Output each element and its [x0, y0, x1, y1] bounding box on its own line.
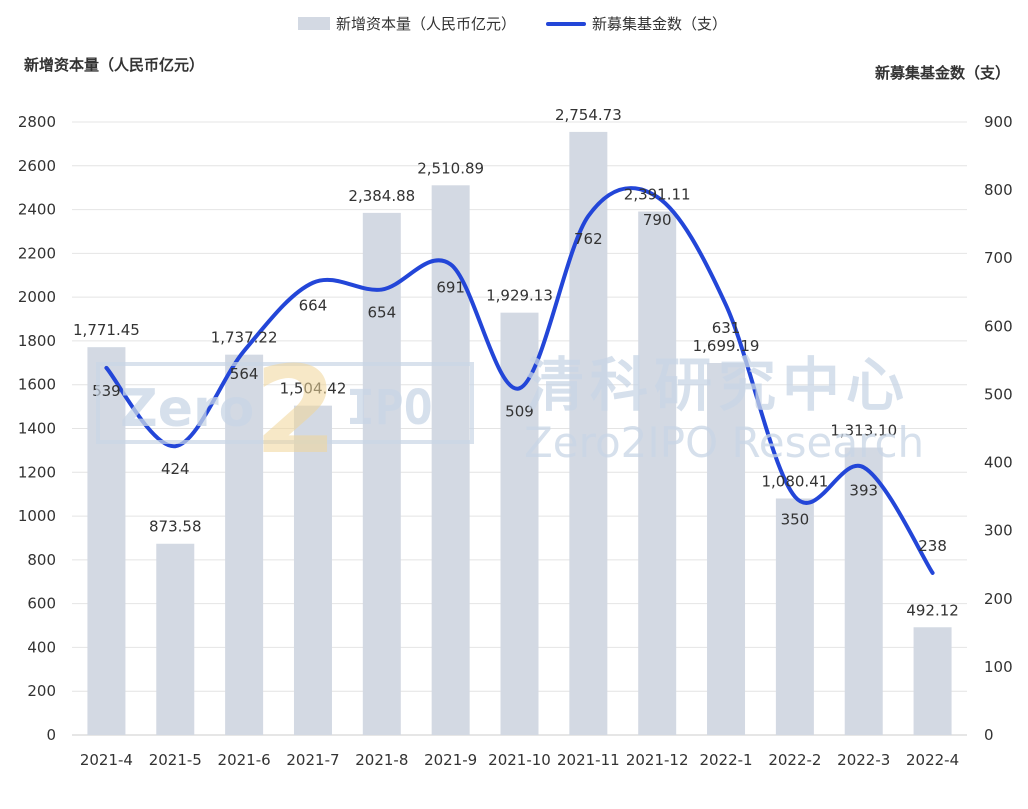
bar-data-label: 2,384.88: [348, 187, 415, 205]
bar: [225, 354, 264, 735]
x-tick-label: 2021-8: [355, 751, 408, 769]
line-data-label: 509: [505, 402, 534, 420]
bar: [775, 498, 814, 735]
x-tick-label: 2021-6: [218, 751, 271, 769]
bar: [569, 131, 608, 736]
legend-line-label: 新募集基金数（支）: [592, 15, 728, 33]
bar: [844, 447, 883, 735]
bar-data-label: 1,313.10: [830, 422, 897, 440]
bar: [156, 543, 195, 735]
bar: [293, 405, 332, 735]
x-tick-label: 2021-7: [286, 751, 339, 769]
y-tick-label-right: 800: [984, 181, 1013, 199]
line-data-label: 424: [161, 460, 190, 478]
bar-data-label: 1,929.13: [486, 287, 553, 305]
legend-bar-label: 新增资本量（人民币亿元）: [336, 15, 517, 33]
y-tick-label-left: 2200: [18, 244, 56, 262]
x-tick-label: 2022-2: [768, 751, 821, 769]
y-tick-label-right: 300: [984, 522, 1013, 540]
bar: [362, 212, 401, 736]
x-tick-label: 2021-9: [424, 751, 477, 769]
y-tick-label-left: 2400: [18, 201, 56, 219]
line-data-label: 238: [918, 537, 947, 555]
line-data-label: 762: [574, 230, 603, 248]
line-data-label: 631: [712, 319, 741, 337]
x-tick-label: 2021-4: [80, 751, 133, 769]
bar-data-label: 1,504.42: [280, 380, 347, 398]
legend-line-swatch: [546, 21, 587, 26]
legend-bar-swatch: [298, 17, 330, 30]
x-tick-label: 2021-10: [488, 751, 551, 769]
bar-data-label: 2,391.11: [624, 186, 691, 204]
y-axis-title-right: 新募集基金数（支）: [874, 64, 1010, 82]
y-tick-label-left: 0: [46, 726, 56, 744]
bar: [707, 362, 746, 735]
y-tick-label-left: 200: [27, 682, 56, 700]
y-tick-label-left: 2800: [18, 113, 56, 131]
x-tick-label: 2021-11: [557, 751, 620, 769]
y-tick-label-right: 0: [984, 726, 994, 744]
x-tick-label: 2022-4: [906, 751, 959, 769]
bar: [87, 347, 126, 735]
y-axis-title-left: 新增资本量（人民币亿元）: [24, 56, 205, 74]
y-tick-label-left: 1000: [18, 507, 56, 525]
chart-legend: 新增资本量（人民币亿元） 新募集基金数（支）: [298, 13, 757, 34]
bar-data-label: 1,771.45: [73, 321, 140, 339]
series-line-fund-count: [104, 186, 935, 575]
line-data-label: 393: [849, 481, 878, 499]
y-tick-label-left: 1400: [18, 420, 56, 438]
bar-data-label: 2,510.89: [417, 159, 484, 177]
line-data-label: 790: [643, 211, 672, 229]
y-tick-label-left: 1600: [18, 376, 56, 394]
y-tick-label-left: 2000: [18, 288, 56, 306]
bar: [500, 312, 539, 735]
bar-data-label: 1,699.19: [693, 337, 760, 355]
y-tick-label-right: 600: [984, 317, 1013, 335]
y-tick-label-left: 1800: [18, 332, 56, 350]
y-tick-label-right: 100: [984, 658, 1013, 676]
x-tick-label: 2022-3: [837, 751, 890, 769]
y-tick-label-left: 800: [27, 551, 56, 569]
bar-data-label: 492.12: [906, 601, 959, 619]
y-tick-label-left: 1200: [18, 463, 56, 481]
legend-item-bar: 新增资本量（人民币亿元）: [298, 13, 516, 34]
bar-data-label: 1,737.22: [211, 329, 278, 347]
x-tick-label: 2021-5: [149, 751, 202, 769]
line-data-label: 664: [299, 297, 328, 315]
line-data-label: 539: [92, 382, 121, 400]
line-data-label: 350: [781, 511, 810, 529]
y-tick-label-left: 600: [27, 595, 56, 613]
bar: [431, 185, 470, 735]
y-tick-label-left: 2600: [18, 157, 56, 175]
y-tick-label-left: 400: [27, 638, 56, 656]
bar-data-label: 873.58: [149, 518, 202, 536]
line-data-label: 654: [367, 304, 396, 322]
bar-data-label: 2,754.73: [555, 106, 622, 124]
y-tick-label-right: 700: [984, 249, 1013, 267]
y-tick-label-right: 200: [984, 590, 1013, 608]
y-tick-label-right: 900: [984, 113, 1013, 131]
line-data-label: 564: [230, 365, 259, 383]
bar: [638, 211, 677, 735]
bar-data-label: 1,080.41: [761, 472, 828, 490]
legend-item-line: 新募集基金数（支）: [546, 13, 727, 34]
y-tick-label-right: 400: [984, 454, 1013, 472]
x-tick-label: 2021-12: [626, 751, 689, 769]
bar: [913, 627, 952, 735]
line-data-label: 691: [436, 278, 465, 296]
x-tick-label: 2022-1: [699, 751, 752, 769]
y-tick-label-right: 500: [984, 385, 1013, 403]
